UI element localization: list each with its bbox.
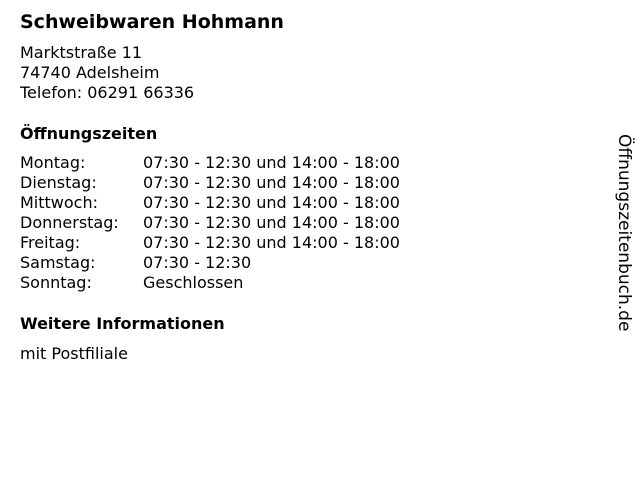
hours-row: Freitag: 07:30 - 12:30 und 14:00 - 18:00 xyxy=(20,233,400,253)
hours-row: Sonntag: Geschlossen xyxy=(20,273,400,293)
day-label: Freitag: xyxy=(20,233,81,252)
phone: Telefon: 06291 66336 xyxy=(20,83,195,102)
info-heading: Weitere Informationen xyxy=(20,314,225,333)
time-value: 07:30 - 12:30 und 14:00 - 18:00 xyxy=(143,213,400,232)
time-value: 07:30 - 12:30 und 14:00 - 18:00 xyxy=(143,233,400,252)
street: Marktstraße 11 xyxy=(20,43,143,62)
city: 74740 Adelsheim xyxy=(20,63,160,82)
watermark: Öffnungszeitenbuch.de xyxy=(614,134,634,332)
time-value: 07:30 - 12:30 und 14:00 - 18:00 xyxy=(143,173,400,192)
time-value: 07:30 - 12:30 xyxy=(143,253,252,272)
day-label: Sonntag: xyxy=(20,273,92,292)
day-label: Montag: xyxy=(20,153,86,172)
day-label: Donnerstag: xyxy=(20,213,119,232)
hours-row: Mittwoch: 07:30 - 12:30 und 14:00 - 18:00 xyxy=(20,193,400,213)
hours-table: Montag: 07:30 - 12:30 und 14:00 - 18:00 D… xyxy=(20,153,400,293)
hours-row: Samstag: 07:30 - 12:30 xyxy=(20,253,400,273)
time-value: 07:30 - 12:30 und 14:00 - 18:00 xyxy=(143,153,400,172)
address: Marktstraße 11 74740 Adelsheim Telefon: … xyxy=(20,43,194,103)
hours-row: Dienstag: 07:30 - 12:30 und 14:00 - 18:00 xyxy=(20,173,400,193)
day-label: Samstag: xyxy=(20,253,96,272)
hours-row: Montag: 07:30 - 12:30 und 14:00 - 18:00 xyxy=(20,153,400,173)
business-name: Schweibwaren Hohmann xyxy=(20,11,284,33)
day-label: Dienstag: xyxy=(20,173,97,192)
day-label: Mittwoch: xyxy=(20,193,98,212)
hours-row: Donnerstag: 07:30 - 12:30 und 14:00 - 18:… xyxy=(20,213,400,233)
time-value: Geschlossen xyxy=(143,273,244,292)
time-value: 07:30 - 12:30 und 14:00 - 18:00 xyxy=(143,193,400,212)
info-text: mit Postfiliale xyxy=(20,344,128,363)
hours-heading: Öffnungszeiten xyxy=(20,124,158,143)
